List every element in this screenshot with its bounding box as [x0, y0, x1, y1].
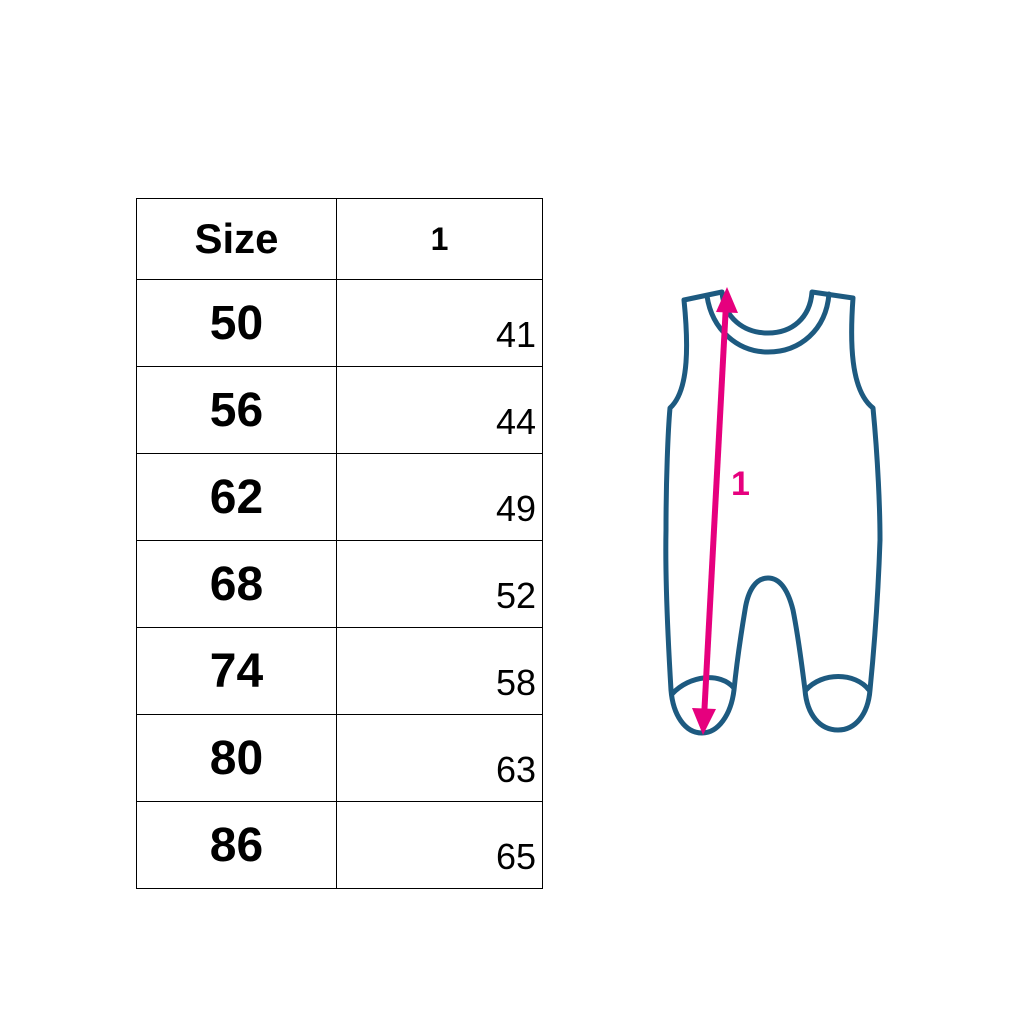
size-cell: 68 — [136, 540, 337, 628]
size-cell: 86 — [136, 801, 337, 889]
measure-label: 1 — [731, 465, 750, 503]
header-size: Size — [136, 198, 337, 280]
size-cell: 62 — [136, 453, 337, 541]
table-header-row: Size 1 — [136, 198, 543, 280]
value-cell: 58 — [336, 627, 543, 715]
table-row: 74 58 — [136, 627, 543, 715]
table-row: 56 44 — [136, 366, 543, 454]
value-cell: 44 — [336, 366, 543, 454]
header-measure-1: 1 — [336, 198, 543, 280]
table-row: 62 49 — [136, 453, 543, 541]
value-cell: 52 — [336, 540, 543, 628]
value-cell: 65 — [336, 801, 543, 889]
table-row: 86 65 — [136, 801, 543, 889]
table-row: 50 41 — [136, 279, 543, 367]
value-cell: 49 — [336, 453, 543, 541]
size-chart-table: Size 1 50 41 56 44 62 49 68 52 74 58 80 63 86 6… — [136, 198, 543, 889]
value-cell: 41 — [336, 279, 543, 367]
romper-outline-icon — [663, 289, 883, 736]
table-row: 68 52 — [136, 540, 543, 628]
measurement-arrow-icon — [692, 287, 738, 735]
size-cell: 74 — [136, 627, 337, 715]
